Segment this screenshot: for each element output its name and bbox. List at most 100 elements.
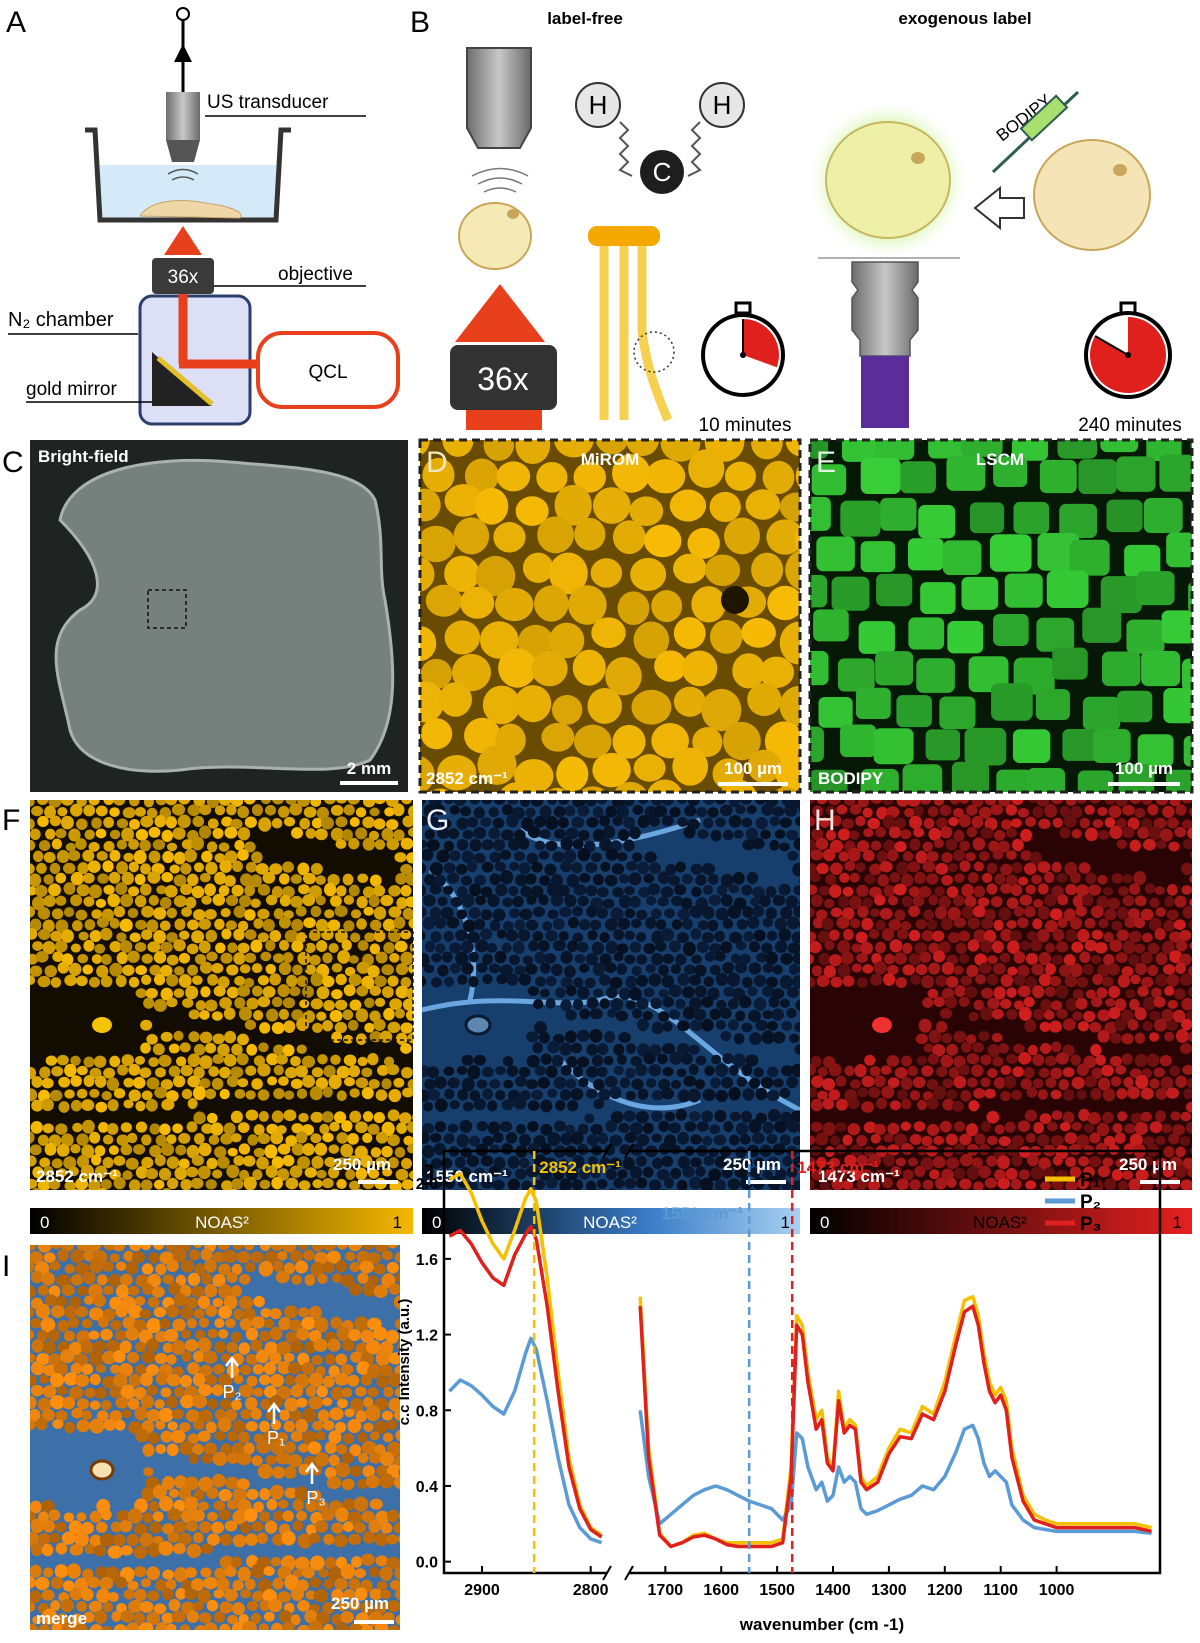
cell	[539, 894, 549, 905]
cell	[240, 964, 251, 973]
cell	[1166, 1021, 1177, 1031]
cell	[599, 815, 610, 826]
label: 240 minutes	[1078, 415, 1182, 436]
cell	[998, 793, 1011, 807]
cell	[552, 1055, 564, 1067]
cell	[737, 1077, 747, 1087]
cell	[467, 1155, 479, 1167]
cell	[1037, 1134, 1049, 1146]
cell	[77, 884, 90, 896]
cell	[1085, 828, 1098, 842]
cell	[724, 518, 760, 555]
cell	[213, 1589, 224, 1598]
cell	[67, 1563, 81, 1578]
cell	[221, 908, 231, 917]
cell	[1110, 939, 1123, 952]
cell	[534, 816, 546, 827]
cell	[941, 917, 953, 930]
cell	[1031, 1190, 1043, 1201]
cell	[1143, 839, 1156, 851]
cell	[108, 1633, 120, 1638]
cell	[703, 1089, 716, 1101]
cell	[736, 1190, 748, 1201]
cell	[388, 975, 399, 986]
cell	[187, 1121, 198, 1132]
cell	[214, 1146, 226, 1158]
cell	[146, 1409, 160, 1421]
cell	[160, 920, 171, 930]
reference-label: 2852 cm⁻¹	[539, 1158, 621, 1177]
cell	[568, 917, 579, 928]
cell	[804, 795, 815, 804]
cell	[64, 1064, 77, 1077]
cell	[965, 896, 977, 908]
cell	[25, 975, 35, 985]
cell	[855, 816, 866, 827]
cell	[1116, 456, 1155, 491]
cell	[122, 1170, 132, 1180]
cell	[291, 1384, 304, 1397]
cell	[935, 1177, 947, 1189]
cell	[444, 1067, 455, 1076]
cell	[980, 940, 992, 953]
cell	[506, 930, 518, 942]
cell	[942, 962, 955, 975]
cell	[915, 1193, 926, 1203]
cell	[884, 954, 895, 965]
cell	[90, 1374, 101, 1385]
cell	[226, 804, 236, 815]
cell	[658, 965, 669, 976]
cell	[495, 951, 507, 963]
cell	[114, 906, 125, 917]
cell	[259, 1180, 270, 1190]
cell	[585, 978, 596, 988]
x-tick-label: 1700	[648, 1582, 684, 1599]
cell	[1137, 986, 1148, 997]
cell	[722, 962, 734, 974]
cell	[993, 614, 1029, 646]
cell	[920, 582, 955, 614]
cell	[477, 1121, 488, 1131]
cell	[816, 794, 827, 804]
cell	[123, 853, 133, 862]
cell	[863, 828, 873, 837]
cell	[875, 942, 886, 954]
cell	[81, 1634, 93, 1638]
cell	[507, 794, 519, 805]
cell	[1039, 974, 1052, 987]
cell	[824, 940, 834, 950]
cell	[335, 816, 347, 827]
cell	[199, 1010, 209, 1020]
cell	[1196, 1045, 1200, 1056]
cell	[344, 1077, 355, 1086]
cell	[57, 1144, 70, 1157]
cell	[565, 805, 576, 816]
cell	[302, 1075, 315, 1088]
cell	[461, 940, 474, 953]
cell	[1140, 952, 1152, 964]
cell	[200, 962, 212, 974]
cell	[380, 1567, 393, 1581]
cell	[231, 1178, 243, 1189]
cell	[400, 1022, 413, 1033]
cell	[120, 1274, 133, 1286]
cell	[315, 828, 328, 840]
cell	[148, 1297, 160, 1308]
cell	[296, 1018, 309, 1032]
cell	[292, 964, 302, 975]
colorbar-label: NOAS²	[195, 1213, 249, 1232]
cell	[167, 908, 177, 919]
cell	[280, 1409, 290, 1420]
cell	[408, 828, 419, 837]
cell	[992, 941, 1004, 954]
cell	[721, 894, 733, 906]
cell	[525, 964, 537, 975]
cell	[120, 894, 133, 907]
cell	[759, 895, 770, 907]
cell	[70, 1249, 83, 1263]
cell	[375, 839, 385, 850]
cell	[45, 1143, 57, 1156]
cell	[772, 1008, 785, 1021]
cell	[710, 1077, 721, 1088]
cell	[987, 1136, 998, 1146]
